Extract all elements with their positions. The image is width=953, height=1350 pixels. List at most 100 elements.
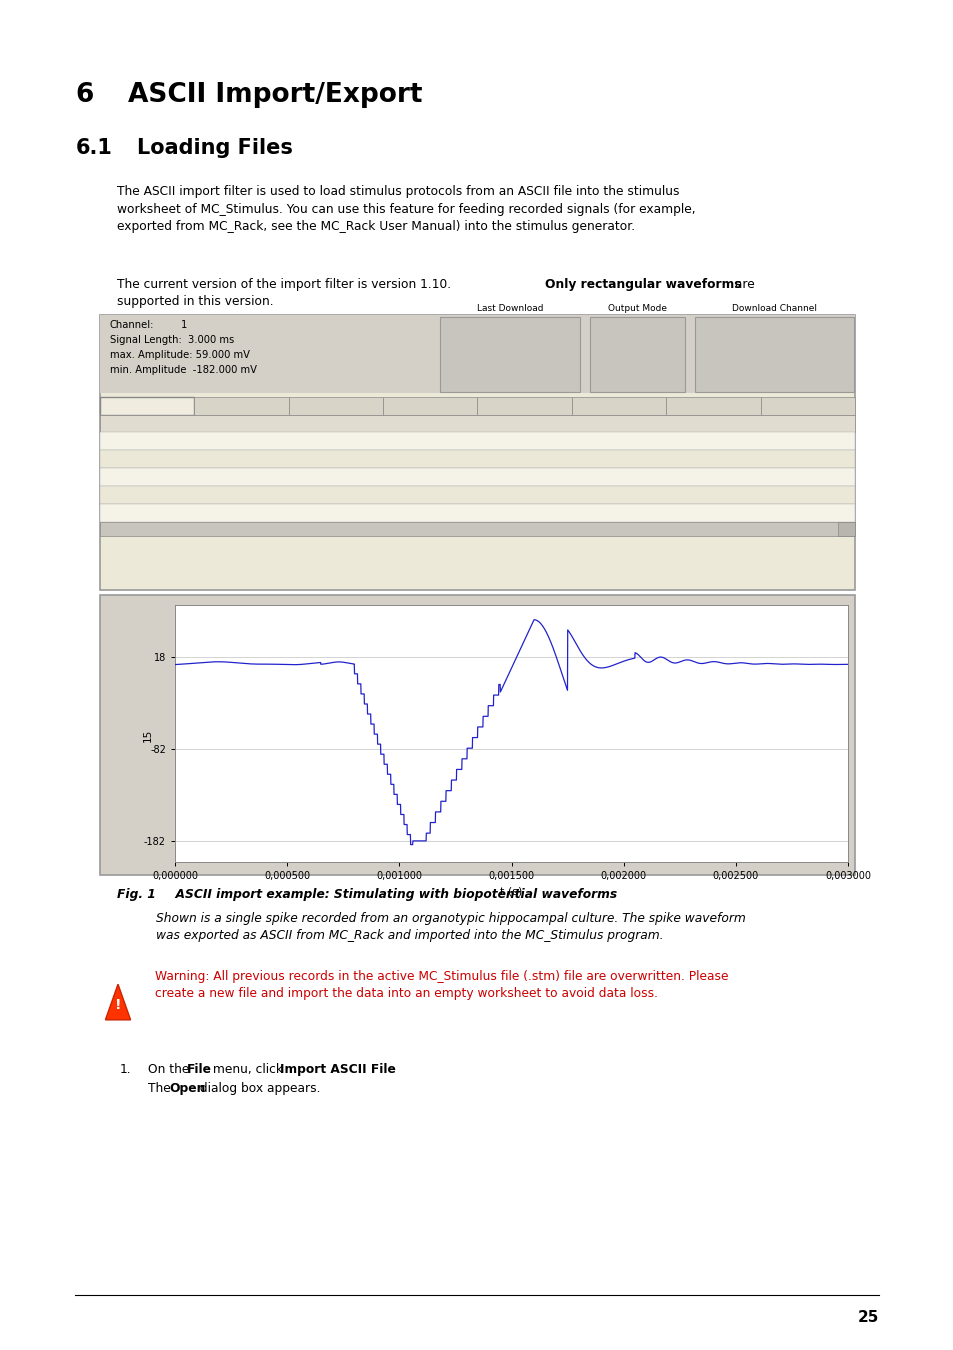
Text: min. Amplitude  -182.000 mV: min. Amplitude -182.000 mV	[110, 364, 256, 375]
Text: Output Mode: Output Mode	[607, 304, 666, 313]
Bar	[100, 504, 854, 522]
Text: 4: 4	[108, 490, 112, 500]
Text: 20: 20	[269, 509, 279, 517]
Bar	[289, 397, 383, 414]
Text: -8: -8	[328, 509, 335, 517]
Text: 20: 20	[269, 455, 279, 463]
Text: .: .	[390, 1062, 394, 1076]
Text: -9: -9	[208, 436, 215, 446]
Text: Warning: All previous records in the active MC_Stimulus file (.stm) file are ove: Warning: All previous records in the act…	[154, 971, 728, 1000]
Text: Only rectangular waveforms: Only rectangular waveforms	[544, 278, 740, 292]
Text: ASCII import example: Stimulating with biopotential waveforms: ASCII import example: Stimulating with b…	[167, 888, 617, 900]
Text: Channel 6: Channel 6	[598, 401, 639, 410]
Text: mV: mV	[368, 509, 381, 517]
Bar	[571, 397, 665, 414]
Text: 5: 5	[108, 509, 113, 517]
Text: -9: -9	[208, 490, 215, 500]
Bar	[100, 450, 854, 468]
Text: 20: 20	[269, 472, 279, 482]
Text: 6.1: 6.1	[75, 138, 112, 158]
Text: mV: mV	[247, 472, 260, 482]
Bar	[837, 522, 854, 536]
Text: 1.: 1.	[120, 1062, 132, 1076]
Text: value: value	[218, 418, 241, 428]
Text: 1: 1	[181, 320, 188, 329]
Text: mV: mV	[368, 436, 381, 446]
Text: Import ASCII File: Import ASCII File	[280, 1062, 395, 1076]
X-axis label: t (s): t (s)	[499, 887, 522, 896]
Text: supported in this version.: supported in this version.	[117, 296, 274, 308]
Text: Unit: Unit	[252, 418, 270, 428]
Text: 1: 1	[108, 436, 112, 446]
Text: μs: μs	[416, 490, 426, 500]
Text: Channel:: Channel:	[110, 320, 153, 329]
Text: μs: μs	[416, 436, 426, 446]
Text: 20: 20	[391, 436, 400, 446]
Text: μs: μs	[547, 490, 557, 500]
Bar	[477, 397, 571, 414]
Text: rectangular: rectangular	[120, 509, 167, 517]
Text: ○  Current: ○ Current	[597, 363, 645, 373]
Text: -10: -10	[328, 490, 340, 500]
Text: 6: 6	[75, 82, 93, 108]
Text: rectangular: rectangular	[120, 436, 167, 446]
Text: On the: On the	[148, 1062, 193, 1076]
Text: μs: μs	[416, 472, 426, 482]
Text: The: The	[148, 1081, 174, 1095]
Text: μs: μs	[294, 472, 304, 482]
Text: mV: mV	[490, 455, 503, 463]
Text: value: value	[461, 418, 485, 428]
Text: mV: mV	[368, 455, 381, 463]
Text: Signal Length:  3.000 ms: Signal Length: 3.000 ms	[110, 335, 233, 346]
Text: -10: -10	[208, 509, 221, 517]
Text: μs: μs	[547, 509, 557, 517]
Text: mV: mV	[247, 490, 260, 500]
Text: ☑ 1  □ 2  □ 3  □: ☑ 1 □ 2 □ 3 □	[700, 336, 770, 344]
Text: 20: 20	[269, 490, 279, 500]
Text: -6: -6	[208, 472, 215, 482]
Text: ⦿  Voltage: ⦿ Voltage	[597, 336, 642, 344]
Text: 3: 3	[108, 472, 112, 482]
Text: 20: 20	[391, 472, 400, 482]
Text: File: File	[187, 1062, 212, 1076]
Text: 20: 20	[391, 490, 400, 500]
Text: □ 5  □ 6  □ 7  □: □ 5 □ 6 □ 7 □	[700, 363, 770, 373]
Bar	[383, 397, 477, 414]
Text: dialog box appears.: dialog box appears.	[195, 1081, 320, 1095]
Text: Channel 1: Channel 1	[125, 401, 170, 410]
Text: -6: -6	[328, 455, 335, 463]
Text: menu, click: menu, click	[209, 1062, 287, 1076]
Text: Unit: Unit	[497, 418, 515, 428]
Text: !: !	[114, 998, 121, 1012]
Text: mV: mV	[490, 472, 503, 482]
Text: time: time	[397, 418, 416, 428]
Text: time: time	[275, 418, 295, 428]
Text: μs: μs	[294, 509, 304, 517]
Bar	[100, 397, 194, 414]
Bar	[589, 317, 684, 392]
Text: ▶: ▶	[842, 526, 848, 532]
Text: ASCII Import/Export: ASCII Import/Export	[128, 82, 422, 108]
Text: rectangular: rectangular	[120, 472, 167, 482]
Text: Fig. 1: Fig. 1	[117, 888, 156, 900]
Text: mV: mV	[490, 436, 503, 446]
Text: Pulse: Pulse	[145, 418, 169, 428]
Text: mV: mV	[368, 490, 381, 500]
Bar	[665, 397, 760, 414]
Bar	[100, 595, 854, 875]
Bar	[100, 432, 854, 450]
Bar	[695, 317, 853, 392]
Text: rectangular: rectangular	[120, 455, 167, 463]
Text: -8: -8	[328, 472, 335, 482]
Text: 25: 25	[857, 1311, 878, 1326]
Text: The ASCII import filter is used to load stimulus protocols from an ASCII file in: The ASCII import filter is used to load …	[117, 185, 696, 234]
Bar	[100, 315, 854, 393]
Text: mV: mV	[490, 490, 503, 500]
Text: μs: μs	[294, 455, 304, 463]
Text: Channel 3: Channel 3	[315, 401, 355, 410]
Text: Download Channel: Download Channel	[731, 304, 816, 313]
Text: mV: mV	[368, 472, 381, 482]
Text: time: time	[519, 418, 538, 428]
Text: mV: mV	[247, 436, 260, 446]
Bar	[439, 317, 579, 392]
